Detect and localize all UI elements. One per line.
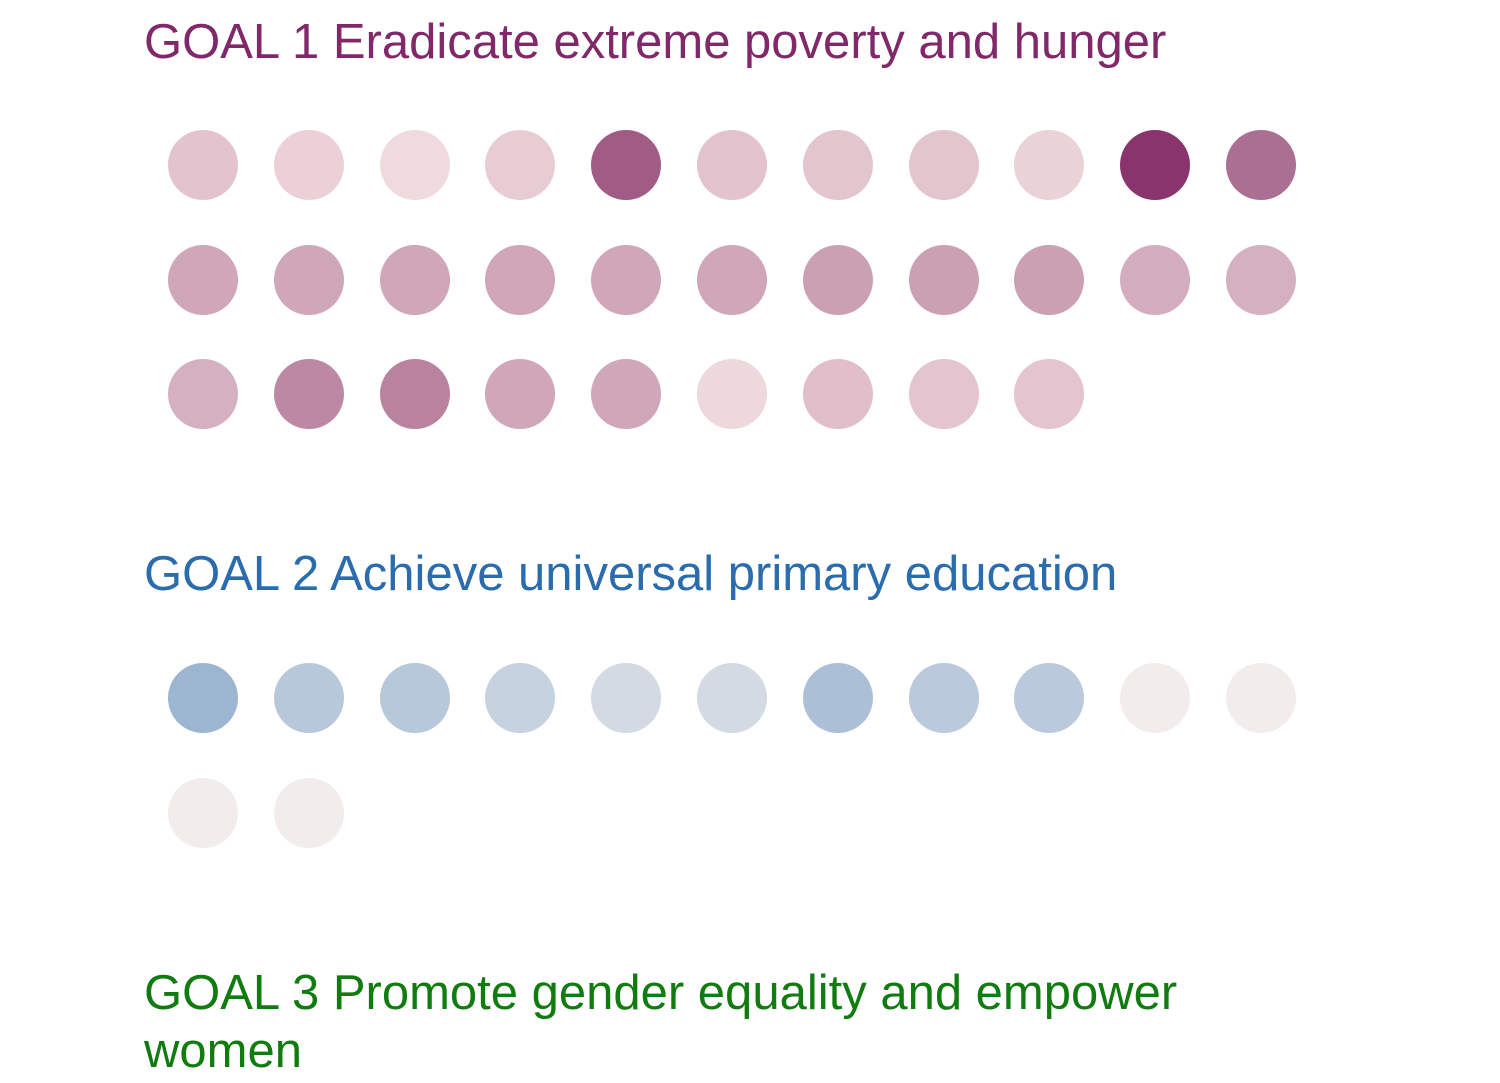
goal-1-dot [273,130,344,200]
goal-1-dot [908,359,979,429]
goal-1-dot [1014,244,1085,315]
goal-1-dot [908,244,979,315]
goal-3-title-line-1: GOAL 3 Promote gender equality and empow… [144,966,1178,1020]
goal-2-dot [591,663,662,733]
goal-2-dot [379,663,450,733]
goal-1-dot [1120,244,1191,315]
goal-2-dot [802,663,873,733]
goal-1-dot [168,359,238,429]
goal-2-dot [168,777,238,848]
goal-1-dot [696,359,767,429]
goal-1-dot [1225,244,1296,315]
goal-1-dot [485,244,556,315]
goal-1-dot [485,130,556,200]
goal-1-dot [168,130,238,200]
goal-1-dot [485,359,556,429]
goal-1-dot [591,244,662,315]
goal-1-title: GOAL 1 Eradicate extreme poverty and hun… [144,15,1167,69]
goal-3-title-line-2: women [144,1024,302,1078]
goal-1-dot [273,359,344,429]
goal-2-dot [1120,663,1191,733]
goal-1-dot [591,359,662,429]
goal-1-dot [1014,359,1085,429]
goal-2-title: GOAL 2 Achieve universal primary educati… [144,547,1118,601]
goal-1-dot [802,130,873,200]
goal-1-dot [802,359,873,429]
goal-1-dot [168,244,238,315]
goal-2-dot [273,777,344,848]
goal-2-dot [273,663,344,733]
goal-1-dot [1225,130,1296,200]
goal-1-dot [908,130,979,200]
goal-1-dot [379,359,450,429]
goal-1-dot [802,244,873,315]
goal-2-dot [1014,663,1085,733]
goal-1-dot [1120,130,1191,200]
goal-1-dot [591,130,662,200]
goal-1-dot [379,244,450,315]
goal-3-title: GOAL 3 Promote gender equality and empow… [144,964,1177,1080]
goal-1-dot [696,130,767,200]
goal-2-dot [485,663,556,733]
goal-1-dot [273,244,344,315]
goal-1-dot [696,244,767,315]
goal-2-dot [696,663,767,733]
goal-2-dot [908,663,979,733]
goal-2-dot [168,663,238,733]
goal-1-dot [379,130,450,200]
goal-1-dot-grid [168,130,1308,429]
goal-2-dot-grid [168,663,1308,848]
goal-1-dot [1014,130,1085,200]
goal-2-dot [1225,663,1296,733]
